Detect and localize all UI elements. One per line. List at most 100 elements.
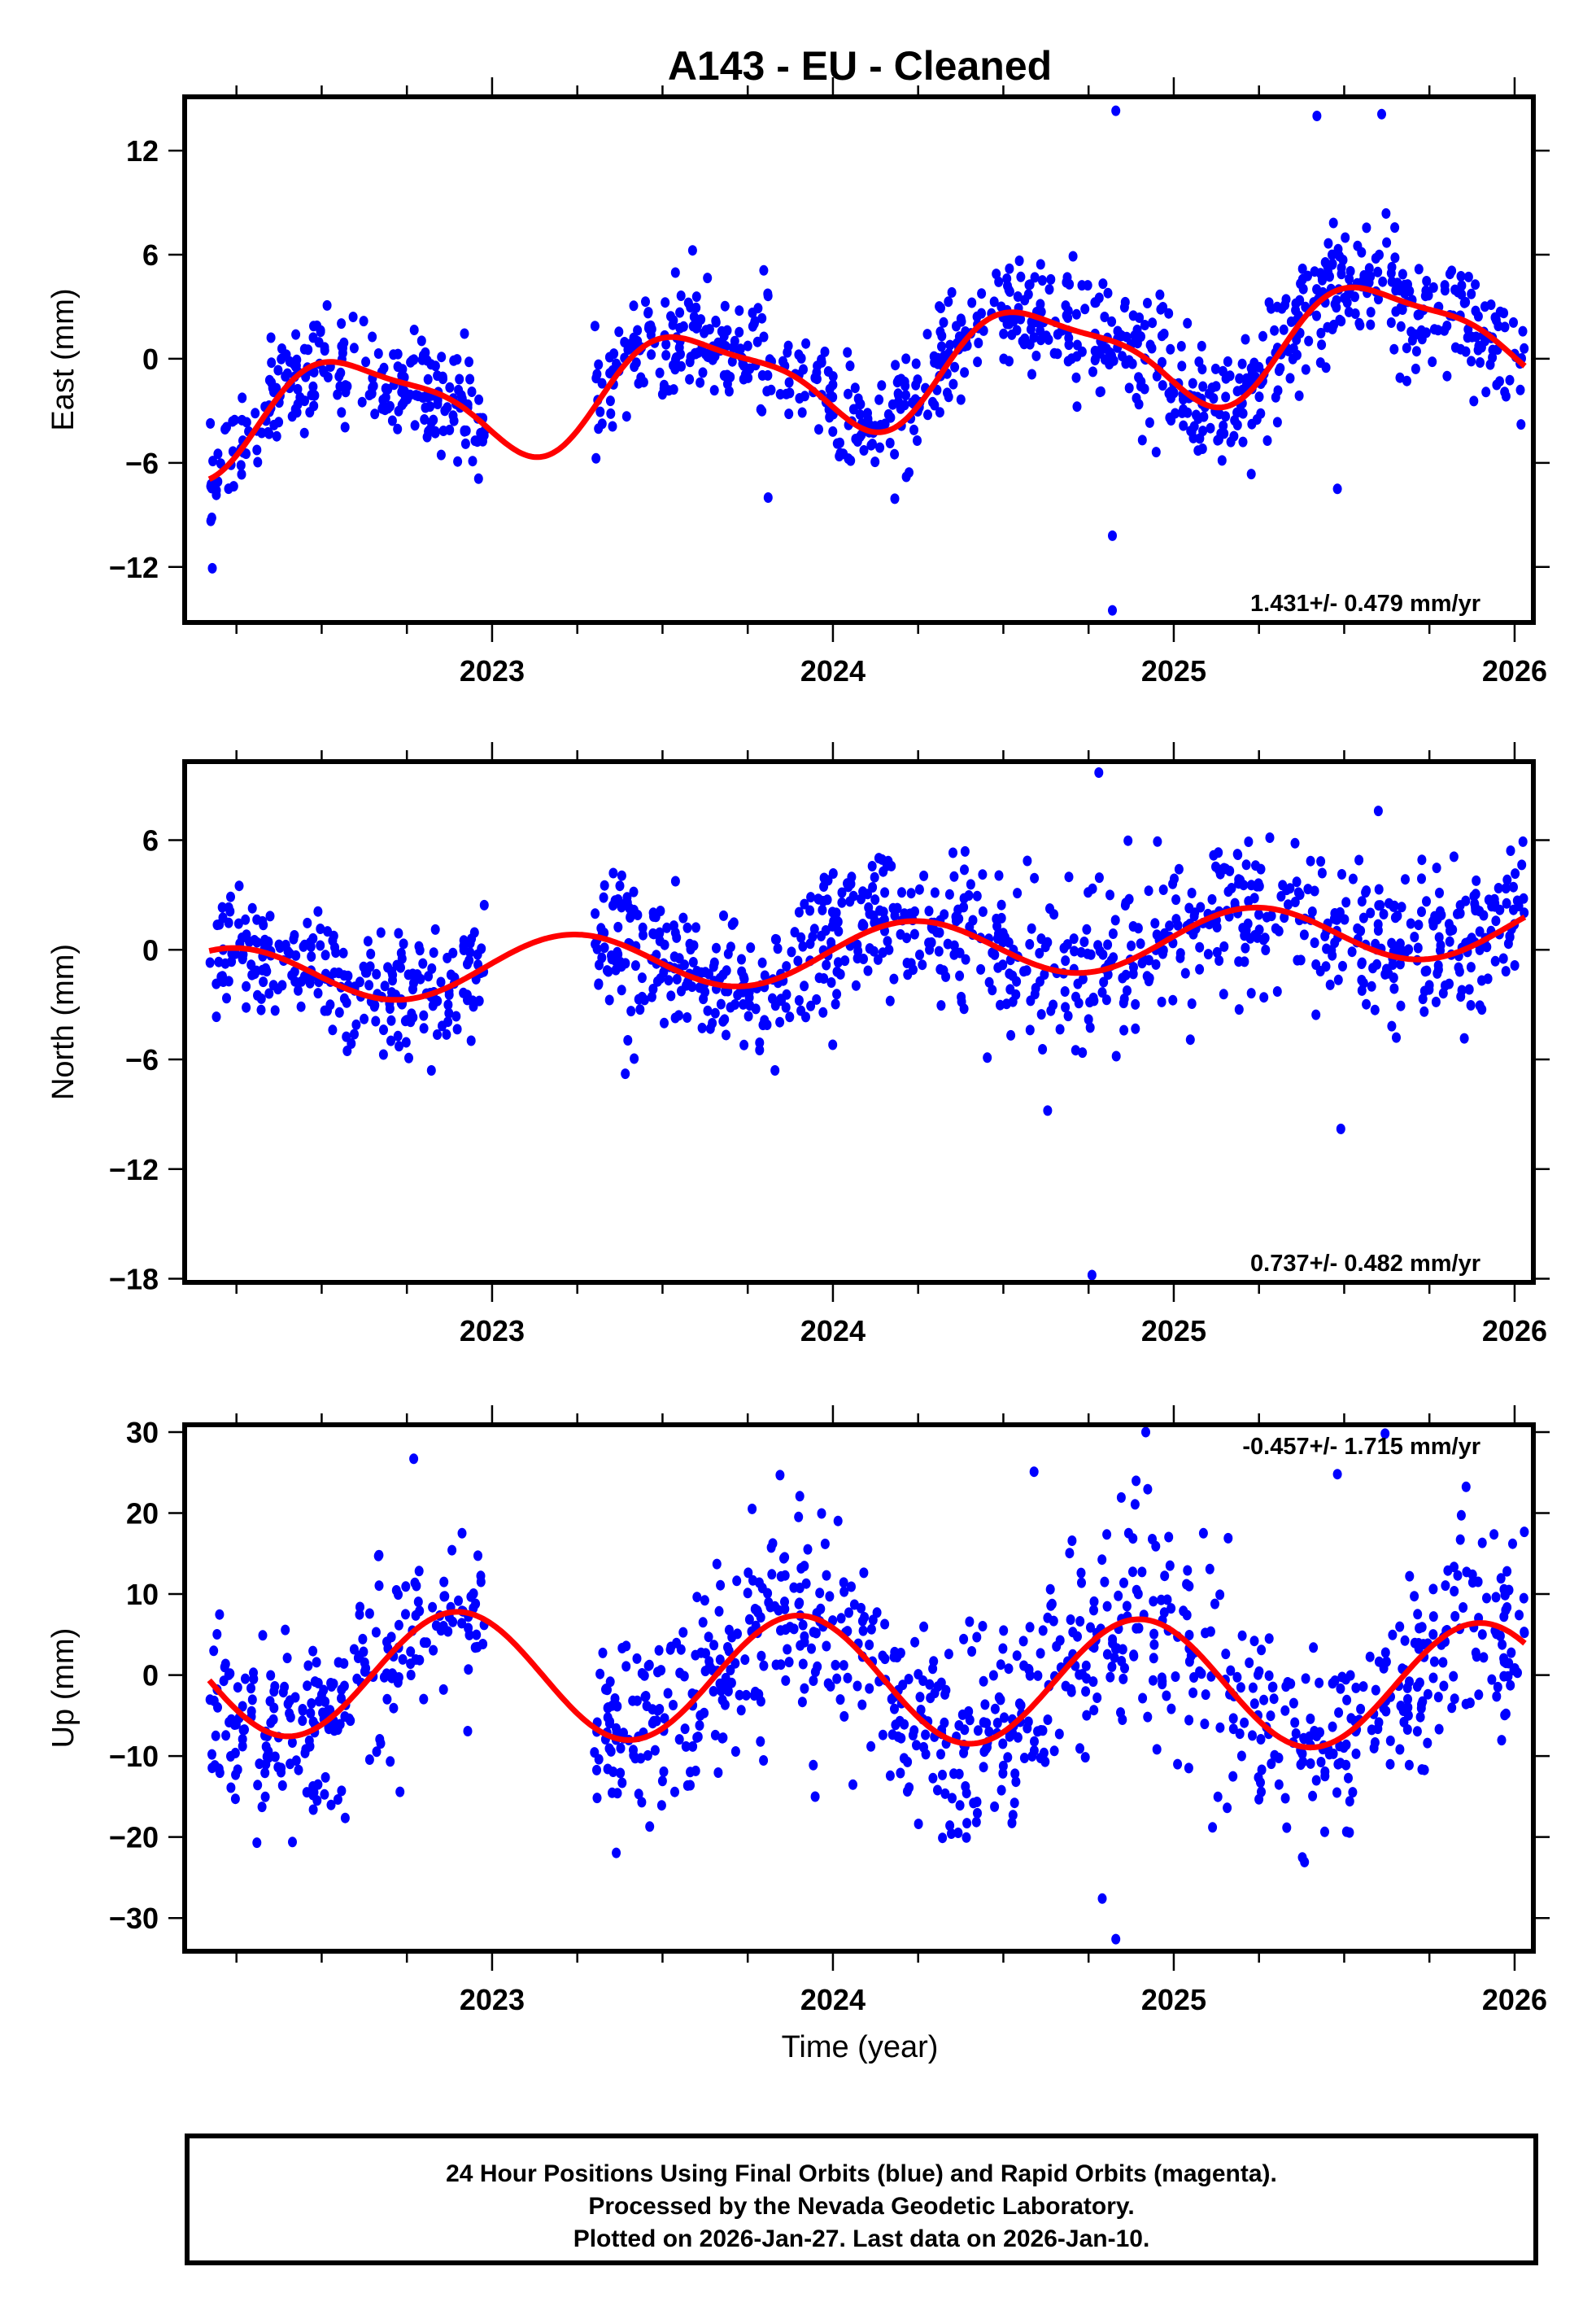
data-point: [1364, 263, 1374, 274]
data-point: [781, 1002, 791, 1013]
data-point: [794, 995, 804, 1006]
data-point: [648, 907, 658, 919]
data-point: [1271, 391, 1280, 403]
data-point: [1438, 1657, 1448, 1668]
data-point: [1030, 989, 1040, 1000]
data-point: [649, 928, 659, 940]
data-point: [1379, 909, 1389, 919]
data-point: [1235, 373, 1245, 384]
data-point: [787, 946, 796, 958]
data-point: [697, 1022, 707, 1033]
data-point: [844, 1607, 853, 1618]
data-point: [1417, 854, 1427, 866]
data-point: [329, 1725, 339, 1736]
data-point: [801, 338, 811, 349]
data-point: [915, 950, 924, 960]
data-point: [1043, 937, 1053, 948]
data-point: [698, 1617, 708, 1628]
data-point: [252, 914, 262, 925]
data-point: [1371, 1684, 1380, 1696]
data-point: [643, 1749, 652, 1761]
data-point: [972, 1631, 982, 1643]
data-point: [1065, 278, 1075, 290]
data-point: [451, 1011, 461, 1022]
data-point: [430, 427, 440, 439]
data-point: [1501, 966, 1511, 977]
data-point: [226, 891, 235, 902]
data-point: [832, 1673, 842, 1684]
data-point: [260, 1767, 270, 1779]
data-point: [436, 976, 446, 988]
y-tick-label: 0: [142, 1659, 159, 1692]
data-point: [1065, 1548, 1075, 1559]
data-point: [1036, 334, 1045, 346]
data-point: [414, 941, 424, 952]
data-point: [655, 367, 665, 378]
outlier-point: [1336, 1123, 1345, 1134]
data-point: [1516, 419, 1526, 430]
data-point: [1338, 960, 1347, 972]
data-point: [1272, 986, 1282, 997]
data-point: [775, 1016, 785, 1028]
data-point: [840, 955, 850, 967]
data-point: [626, 1006, 636, 1017]
data-point: [638, 922, 648, 933]
data-point: [847, 1581, 856, 1592]
data-point: [1366, 319, 1376, 330]
data-point: [1443, 1565, 1453, 1576]
data-point: [1316, 1757, 1326, 1767]
data-point: [703, 1005, 713, 1016]
data-point: [996, 1694, 1005, 1705]
data-point: [308, 1716, 318, 1727]
data-point: [749, 1690, 759, 1701]
data-point: [823, 1678, 833, 1689]
data-point: [910, 1636, 920, 1648]
data-point: [437, 352, 447, 363]
data-point: [1403, 1693, 1412, 1705]
data-point: [433, 1029, 442, 1040]
data-point: [342, 997, 351, 1008]
data-point: [735, 343, 745, 355]
data-point: [1435, 906, 1445, 917]
data-point: [1049, 909, 1059, 920]
data-point: [837, 887, 847, 898]
data-point: [1236, 1682, 1245, 1693]
data-point: [1068, 1627, 1078, 1638]
data-point: [381, 383, 390, 394]
data-point: [1325, 271, 1334, 282]
data-point: [1214, 408, 1224, 420]
data-point: [896, 1732, 906, 1744]
data-point: [1509, 881, 1518, 893]
data-point: [818, 1007, 828, 1018]
data-point: [937, 330, 947, 342]
data-point: [669, 315, 678, 326]
data-point: [652, 976, 662, 987]
velocity-label-north: 0.737+/- 0.482 mm/yr: [1250, 1251, 1480, 1277]
data-point: [1151, 1540, 1161, 1552]
outlier-point: [1312, 111, 1322, 121]
data-point: [1304, 335, 1314, 347]
data-point: [1342, 1694, 1352, 1705]
y-tick-label: −6: [125, 447, 159, 480]
data-point: [225, 1668, 235, 1679]
data-point: [1280, 299, 1290, 311]
data-point: [604, 1702, 613, 1713]
data-point: [851, 980, 861, 991]
data-point: [350, 1029, 359, 1040]
y-tick-label: 20: [126, 1496, 159, 1530]
data-point: [988, 985, 997, 996]
data-point: [251, 965, 261, 976]
data-point: [1169, 387, 1179, 399]
data-point: [923, 409, 932, 421]
data-point: [409, 977, 418, 989]
data-point: [445, 382, 455, 393]
data-point: [233, 1764, 242, 1775]
plot-frame-east: [182, 94, 1536, 625]
data-point: [393, 361, 403, 373]
data-point: [1137, 435, 1147, 446]
outlier-point: [1373, 806, 1383, 817]
data-point: [1119, 1577, 1128, 1588]
data-point: [720, 300, 730, 312]
data-point: [1238, 408, 1248, 419]
data-point: [1389, 343, 1399, 355]
